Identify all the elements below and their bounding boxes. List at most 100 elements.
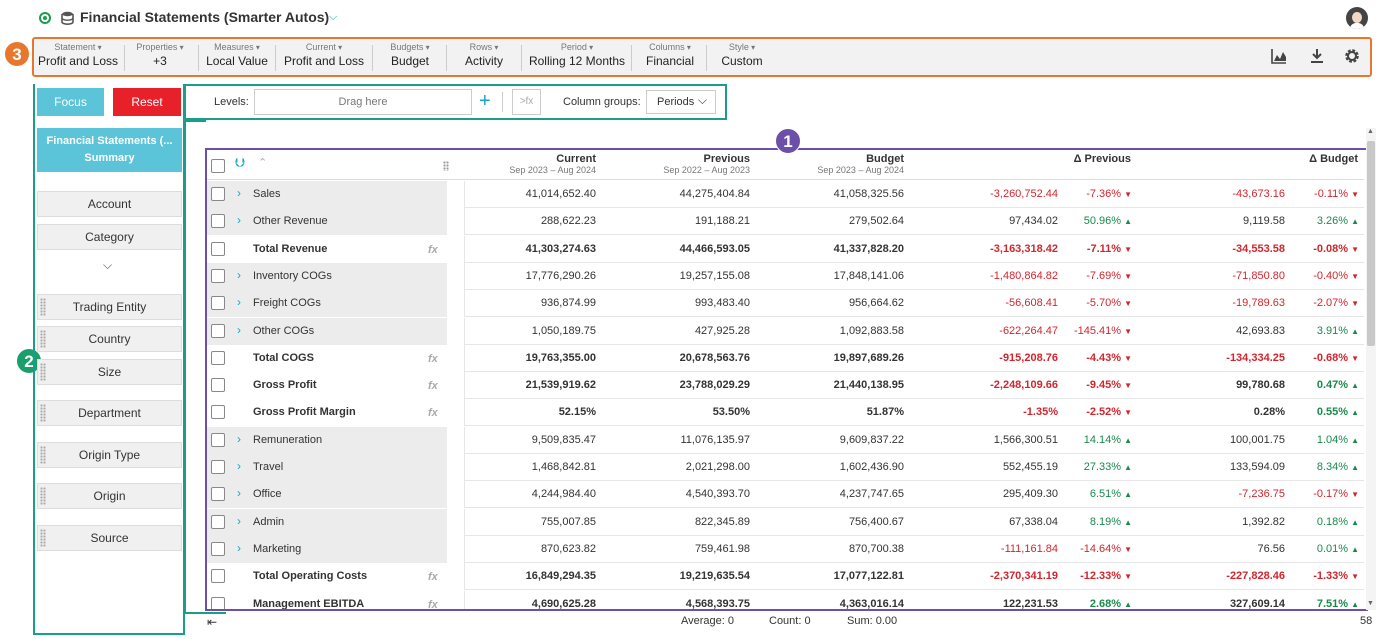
table-row[interactable]: Total Revenue fx 41,303,274.63 44,466,593.0… xyxy=(207,235,1364,263)
collapse-all-icon[interactable]: ⌃ xyxy=(258,157,268,169)
table-row[interactable]: Management EBITDA fx 4,690,625.28 4,568,393… xyxy=(207,590,1364,609)
toolbar-current[interactable]: CurrentProfit and Loss xyxy=(283,42,365,68)
download-icon[interactable] xyxy=(1308,47,1326,65)
drag-handle-icon[interactable] xyxy=(40,404,46,422)
toolbar-period[interactable]: PeriodRolling 12 Months xyxy=(528,42,626,68)
table-row[interactable]: › Sales 41,014,652.40 44,275,404.84 41,058,3… xyxy=(207,181,1364,208)
select-all-checkbox[interactable] xyxy=(211,159,225,173)
row-checkbox[interactable] xyxy=(211,187,225,201)
function-button[interactable]: >fx xyxy=(512,89,541,115)
user-avatar[interactable] xyxy=(1346,7,1368,29)
table-row[interactable]: Gross Profit Margin fx 52.15% 53.50% 51.87% -… xyxy=(207,399,1364,427)
column-header-current[interactable]: Current Sep 2023 – Aug 2024 xyxy=(509,153,596,175)
table-row[interactable]: Total COGS fx 19,763,355.00 20,678,563.76 19… xyxy=(207,344,1364,372)
chevron-right-icon[interactable]: › xyxy=(237,459,241,473)
drag-handle-icon[interactable] xyxy=(40,529,46,547)
cell-delta-budget: 100,001.75 xyxy=(1229,433,1285,446)
focus-button[interactable]: Focus xyxy=(37,88,104,116)
cell-delta-previous-pct: 27.33% ▲ xyxy=(1083,461,1132,473)
chart-icon[interactable] xyxy=(1270,47,1288,65)
toolbar-columns[interactable]: ColumnsFinancial xyxy=(638,42,702,68)
row-checkbox[interactable] xyxy=(211,596,225,609)
toolbar-style[interactable]: StyleCustom xyxy=(714,42,770,68)
row-checkbox[interactable] xyxy=(211,541,225,556)
double-chevron-down-icon[interactable]: ⌵ xyxy=(103,258,113,272)
chevron-down-icon[interactable]: ⌵ xyxy=(329,11,338,23)
scroll-up-icon[interactable]: ▲ xyxy=(1367,128,1374,135)
row-checkbox[interactable] xyxy=(211,487,225,502)
scrollbar-thumb[interactable] xyxy=(1367,141,1375,346)
row-checkbox[interactable] xyxy=(211,460,225,474)
toolbar-measures[interactable]: MeasuresLocal Value xyxy=(204,42,270,68)
row-checkbox[interactable] xyxy=(211,268,225,283)
chevron-right-icon[interactable]: › xyxy=(237,431,241,446)
sidebar-item-trading-entity[interactable]: Trading Entity xyxy=(37,294,182,320)
sidebar-item-department[interactable]: Department xyxy=(37,400,182,426)
drag-handle-icon[interactable] xyxy=(40,330,46,348)
chevron-right-icon[interactable]: › xyxy=(237,186,241,200)
row-checkbox[interactable] xyxy=(211,432,225,447)
row-checkbox[interactable] xyxy=(211,569,225,584)
vertical-scrollbar[interactable]: ▲ ▼ xyxy=(1366,128,1376,610)
table-row[interactable]: › Inventory COGs 17,776,290.26 19,257,155.0… xyxy=(207,262,1364,290)
sidebar-item-source[interactable]: Source xyxy=(37,525,182,551)
table-row[interactable]: › Other COGs 1,050,189.75 427,925.28 1,092,8… xyxy=(207,317,1364,345)
cell-budget: 21,440,138.95 xyxy=(833,379,904,392)
scroll-down-icon[interactable]: ▼ xyxy=(1367,600,1374,607)
sidebar-item-account[interactable]: Account xyxy=(37,191,182,217)
cell-delta-budget-pct: -0.11% ▼ xyxy=(1314,188,1359,200)
sidebar-item-origin[interactable]: Origin xyxy=(37,483,182,509)
sidebar-item-size[interactable]: Size xyxy=(37,359,182,385)
chevron-right-icon[interactable]: › xyxy=(237,513,241,528)
row-checkbox[interactable] xyxy=(211,405,225,420)
chevron-right-icon[interactable]: › xyxy=(237,486,241,501)
table-row[interactable]: › Freight COGs 936,874.99 993,483.40 956,664… xyxy=(207,290,1364,318)
row-checkbox[interactable] xyxy=(211,378,225,393)
column-header-delta-previous[interactable]: Δ Previous xyxy=(1073,153,1131,165)
reset-button[interactable]: Reset xyxy=(113,88,181,116)
table-row[interactable]: › Marketing 870,623.82 759,461.98 870,700.38… xyxy=(207,535,1364,563)
sidebar-item-financial-statements[interactable]: Financial Statements (... Summary xyxy=(37,128,182,172)
row-checkbox[interactable] xyxy=(211,241,225,256)
settings-icon[interactable] xyxy=(1343,47,1361,65)
sidebar-item-country[interactable]: Country xyxy=(37,326,182,352)
drag-handle-icon[interactable] xyxy=(40,363,46,381)
column-header-previous[interactable]: Previous Sep 2022 – Aug 2023 xyxy=(663,153,750,175)
column-header-budget[interactable]: Budget Sep 2023 – Aug 2024 xyxy=(817,153,904,175)
toolbar-budgets[interactable]: BudgetsBudget xyxy=(380,42,440,68)
cell-delta-previous-pct: -12.33% ▼ xyxy=(1080,570,1132,583)
row-checkbox[interactable] xyxy=(211,214,225,229)
row-checkbox[interactable] xyxy=(211,514,225,529)
drag-handle-icon[interactable] xyxy=(40,446,46,464)
table-row[interactable]: › Remuneration 9,509,835.47 11,076,135.97 9,… xyxy=(207,426,1364,454)
table-row[interactable]: Total Operating Costs fx 16,849,294.35 19,2… xyxy=(207,563,1364,591)
table-row[interactable]: › Admin 755,007.85 822,345.89 756,400.67 67,3… xyxy=(207,508,1364,536)
chevron-right-icon[interactable]: › xyxy=(237,322,241,337)
row-checkbox[interactable] xyxy=(211,350,225,365)
toolbar-statement[interactable]: StatementProfit and Loss xyxy=(36,42,120,68)
expand-all-icon[interactable]: ⮋ xyxy=(235,155,245,170)
toolbar-rows[interactable]: RowsActivity xyxy=(454,42,514,68)
table-row[interactable]: › Other Revenue 288,622.23 191,188.21 279,50… xyxy=(207,208,1364,236)
collapse-sidebar-icon[interactable]: ⇤ xyxy=(207,615,218,629)
levels-drop-zone[interactable]: Drag here xyxy=(254,89,472,115)
sidebar-item-category[interactable]: Category xyxy=(37,224,182,250)
chevron-right-icon[interactable]: › xyxy=(237,267,241,282)
row-checkbox[interactable] xyxy=(211,296,225,311)
row-checkbox[interactable] xyxy=(211,323,225,338)
table-row[interactable]: › Travel 1,468,842.81 2,021,298.00 1,602,436… xyxy=(207,454,1364,481)
toolbar-properties[interactable]: Properties+3 xyxy=(130,42,190,68)
chevron-right-icon[interactable]: › xyxy=(237,213,241,228)
add-level-icon[interactable]: + xyxy=(479,90,491,112)
arrow-up-icon: ▲ xyxy=(1124,435,1132,445)
chevron-right-icon[interactable]: › xyxy=(237,540,241,555)
sidebar-item-origin-type[interactable]: Origin Type xyxy=(37,442,182,468)
column-header-delta-budget[interactable]: Δ Budget xyxy=(1309,153,1358,165)
drag-handle-icon[interactable] xyxy=(40,298,46,316)
table-row[interactable]: Gross Profit fx 21,539,919.62 23,788,029.29… xyxy=(207,372,1364,400)
drag-handle-icon[interactable] xyxy=(40,487,46,505)
table-row[interactable]: › Office 4,244,984.40 4,540,393.70 4,237,747… xyxy=(207,481,1364,509)
column-drag-icon[interactable] xyxy=(443,161,449,171)
column-groups-select[interactable]: Periods xyxy=(646,89,716,114)
chevron-right-icon[interactable]: › xyxy=(237,295,241,310)
